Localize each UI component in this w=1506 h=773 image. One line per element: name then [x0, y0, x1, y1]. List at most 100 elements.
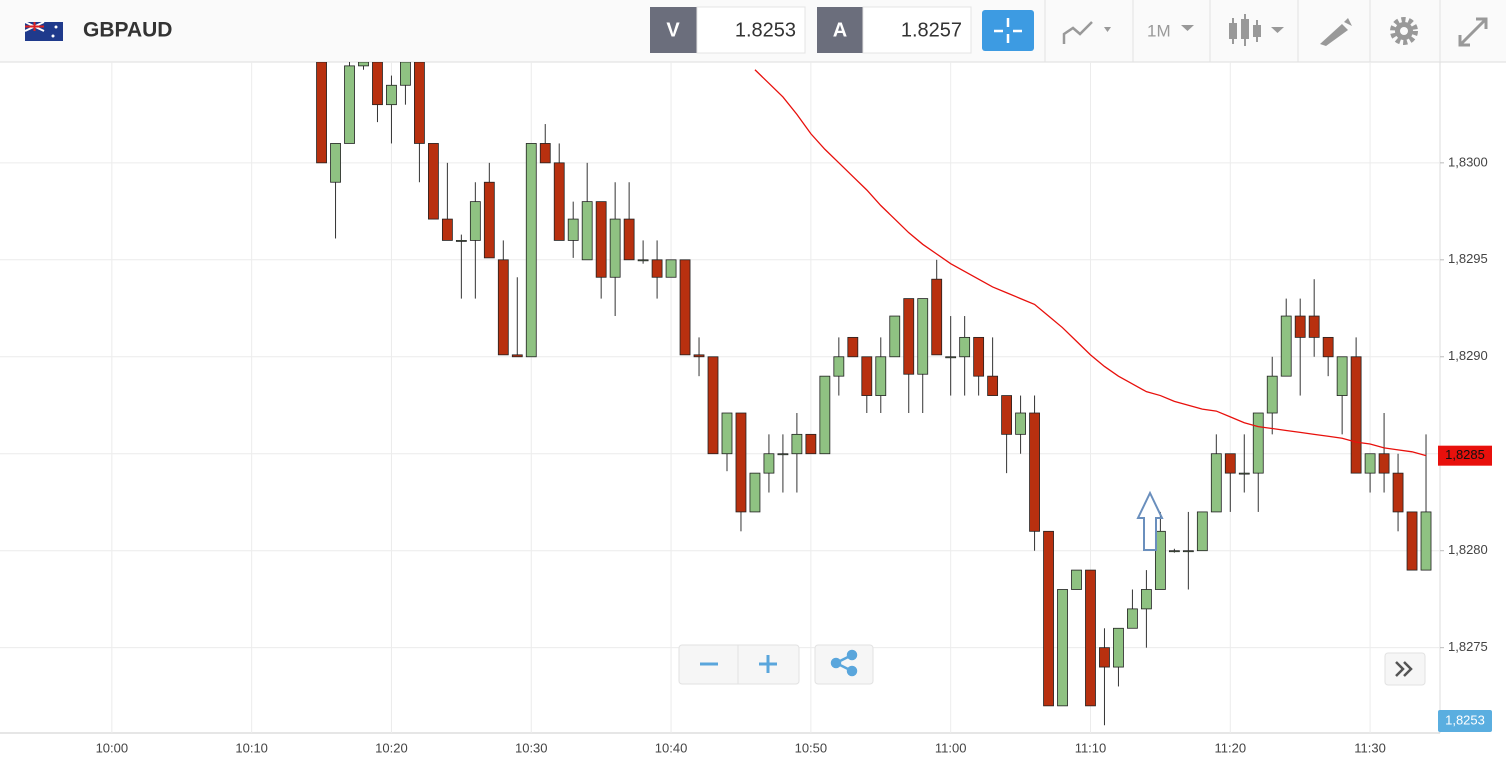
zoom-controls — [678, 644, 1426, 686]
candle-body — [1085, 569, 1096, 707]
candle-body — [651, 259, 663, 278]
ma-tag-bg — [1438, 445, 1492, 466]
toolbar-separators — [1044, 0, 1441, 62]
candle-type-button[interactable] — [1229, 14, 1284, 46]
candle-body — [581, 201, 593, 261]
x-tick-label: 11:30 — [1354, 740, 1386, 755]
candle-body — [1057, 589, 1068, 707]
y-tick-label: 1,8275 — [1448, 639, 1488, 654]
x-tick-label: 10:50 — [795, 740, 828, 755]
candle-body — [1238, 472, 1250, 475]
candle-body — [1364, 453, 1376, 474]
candle-body — [945, 356, 957, 359]
candle-body — [1210, 453, 1222, 513]
candle-body — [1252, 412, 1264, 474]
candle-body — [1336, 356, 1348, 396]
candle-body — [819, 375, 831, 455]
chart-type-button[interactable] — [1062, 21, 1111, 44]
crosshair-button[interactable] — [982, 10, 1034, 51]
ask: 1.8257 — [901, 19, 962, 41]
candle-body — [833, 356, 845, 377]
candle-body — [553, 162, 565, 241]
candle-body — [372, 62, 383, 106]
sell-button[interactable]: V 1.8253 — [650, 6, 806, 54]
candle-body — [441, 218, 453, 241]
plot — [316, 62, 1432, 726]
bid-letter: V — [666, 19, 680, 41]
candle-body — [763, 453, 775, 474]
settings-button[interactable] — [1390, 17, 1418, 45]
x-tick-label: 10:30 — [515, 740, 548, 755]
candle-body — [1308, 315, 1320, 338]
candle-body — [1015, 412, 1026, 435]
candle-body — [1406, 511, 1418, 571]
zoom-in[interactable] — [759, 655, 777, 673]
x-tick-label: 10:20 — [375, 740, 408, 755]
candle-body — [1043, 530, 1054, 707]
candle-body — [316, 62, 327, 164]
candle-body — [455, 240, 467, 242]
candle-body — [358, 62, 369, 67]
candle-body — [805, 433, 817, 455]
candle-body — [959, 336, 971, 358]
share-button[interactable] — [830, 649, 858, 677]
candle-body — [875, 356, 887, 396]
candle-body — [735, 412, 747, 513]
candle-body — [1196, 511, 1208, 552]
candle-body — [637, 259, 649, 262]
price-tag-bg — [1438, 710, 1492, 732]
candle-body — [1266, 375, 1278, 414]
candle-body — [1392, 472, 1404, 513]
flag — [24, 21, 63, 41]
arrow-annotation — [1136, 490, 1164, 551]
timeframe-button[interactable]: 1M — [1147, 21, 1194, 40]
candle-body — [1420, 511, 1432, 571]
candle-body — [386, 84, 397, 106]
candle-body — [987, 375, 999, 396]
candle-body — [917, 298, 929, 375]
bid: 1.8253 — [735, 19, 796, 41]
buy-button[interactable]: A 1.8257 — [817, 6, 972, 54]
candle-body — [1168, 550, 1180, 553]
candle-body — [1378, 453, 1390, 474]
candle-body — [483, 181, 495, 259]
candle-body — [595, 201, 607, 278]
candle-body — [1099, 647, 1110, 668]
candle-body — [931, 278, 943, 356]
scroll-right[interactable] — [1395, 661, 1413, 677]
candle-body — [1029, 412, 1040, 532]
candle-body — [1224, 453, 1236, 474]
y-tick-label: 1,8280 — [1448, 542, 1488, 557]
moving-average — [754, 69, 1427, 457]
candle-body — [1350, 356, 1362, 474]
candle-body — [889, 315, 901, 358]
candle-body — [665, 259, 677, 278]
candle-body — [567, 218, 579, 241]
x-tick-label: 10:10 — [235, 740, 268, 755]
candle-body — [903, 298, 915, 375]
x-tick-label: 11:10 — [1075, 740, 1107, 755]
candle-body — [707, 356, 719, 455]
candle-body — [539, 143, 551, 164]
fullscreen-button[interactable] — [1458, 17, 1488, 47]
candle-body — [511, 354, 523, 358]
timeframe: 1M — [1147, 21, 1171, 40]
candle-body — [1154, 530, 1166, 590]
candle-body — [721, 412, 733, 455]
candle-body — [1141, 589, 1152, 610]
candle-body — [1071, 569, 1082, 590]
draw-button[interactable] — [1320, 18, 1352, 46]
y-tick-label: 1,8290 — [1448, 348, 1488, 363]
candle-body — [861, 356, 873, 396]
candle-body — [1280, 315, 1292, 377]
candle-body — [344, 65, 355, 144]
x-tick-label: 10:40 — [655, 740, 688, 755]
x-tick-label: 11:20 — [1215, 740, 1247, 755]
candle-body — [749, 472, 761, 513]
candle-body — [525, 143, 537, 358]
candle-body — [330, 143, 341, 183]
candle-body — [623, 218, 635, 261]
candle-body — [497, 259, 509, 356]
candle-body — [693, 354, 705, 358]
candle-body — [973, 336, 985, 377]
